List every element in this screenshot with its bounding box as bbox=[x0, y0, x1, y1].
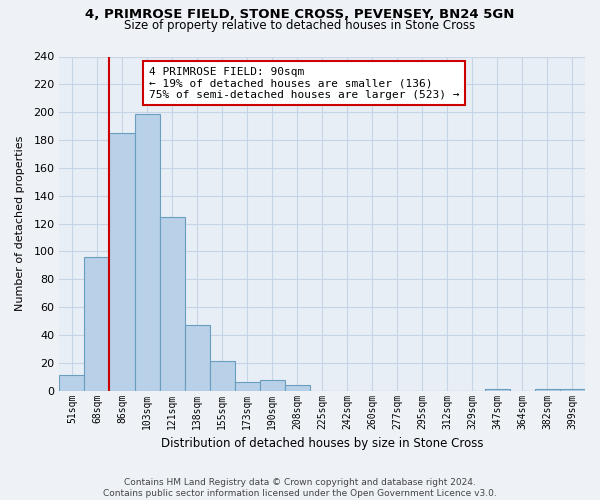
Bar bbox=[284, 385, 310, 390]
Bar bbox=[59, 376, 85, 390]
Y-axis label: Number of detached properties: Number of detached properties bbox=[15, 136, 25, 312]
Bar bbox=[85, 257, 109, 390]
Bar bbox=[109, 133, 134, 390]
Bar bbox=[535, 389, 560, 390]
Text: 4 PRIMROSE FIELD: 90sqm
← 19% of detached houses are smaller (136)
75% of semi-d: 4 PRIMROSE FIELD: 90sqm ← 19% of detache… bbox=[149, 66, 459, 100]
Text: Size of property relative to detached houses in Stone Cross: Size of property relative to detached ho… bbox=[124, 18, 476, 32]
Bar bbox=[209, 362, 235, 390]
Bar bbox=[185, 325, 209, 390]
Bar bbox=[485, 389, 510, 390]
Bar bbox=[160, 216, 185, 390]
Bar bbox=[134, 114, 160, 390]
Bar bbox=[235, 382, 260, 390]
Text: 4, PRIMROSE FIELD, STONE CROSS, PEVENSEY, BN24 5GN: 4, PRIMROSE FIELD, STONE CROSS, PEVENSEY… bbox=[85, 8, 515, 20]
X-axis label: Distribution of detached houses by size in Stone Cross: Distribution of detached houses by size … bbox=[161, 437, 484, 450]
Text: Contains HM Land Registry data © Crown copyright and database right 2024.
Contai: Contains HM Land Registry data © Crown c… bbox=[103, 478, 497, 498]
Bar bbox=[560, 389, 585, 390]
Bar bbox=[260, 380, 284, 390]
